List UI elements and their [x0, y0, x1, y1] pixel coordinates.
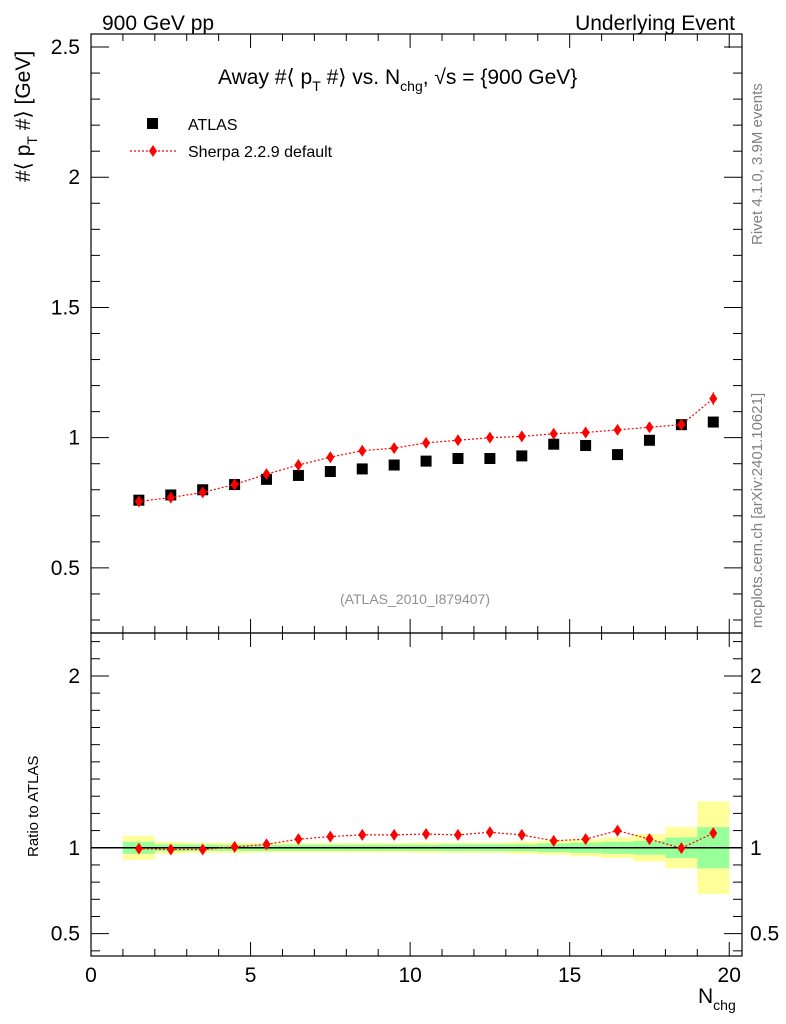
sherpa-ratio-point-2: [198, 843, 207, 856]
sherpa-point-3: [230, 478, 239, 491]
x-tick-label-1: 5: [245, 964, 257, 987]
ratio-plot-marks: [134, 824, 718, 856]
sherpa-line: [138, 398, 714, 503]
y-tick-label-0: 0.5: [51, 557, 80, 580]
legend-atlas-marker: [147, 118, 158, 129]
y-tick-label-4: 2.5: [51, 36, 80, 59]
title-sub-t: T: [312, 78, 321, 94]
sherpa-point-9: [422, 436, 431, 449]
sherpa-ratio-point-14: [581, 833, 590, 846]
ratio-y-tick-label-left-1: 1: [68, 837, 80, 860]
atlas-point-11: [484, 453, 496, 465]
y-axis-label: #⟨ pT #⟩ [GeV]: [12, 51, 40, 182]
axes: 0 5 10 15 20 0.5 1 1.5 2 2.5 0.5 0.5 1 1 2 2: [51, 33, 779, 987]
atlas-point-8: [388, 459, 400, 471]
title-sub-chg: chg: [400, 78, 423, 94]
atlas-point-14: [580, 439, 592, 451]
sherpa-point-5: [294, 459, 303, 472]
x-tick-label-4: 20: [718, 964, 741, 987]
sherpa-ratio-point-0: [134, 842, 143, 855]
sherpa-ratio-point-3: [230, 840, 239, 853]
sherpa-ratio-point-7: [358, 828, 367, 841]
sherpa-point-0: [134, 495, 143, 508]
sherpa-ratio-point-9: [422, 828, 431, 841]
sherpa-ratio-point-8: [390, 828, 399, 841]
chart-title: Away #⟨ pT #⟩ vs. Nchg, √s = {900 GeV}: [218, 66, 577, 94]
atlas-point-7: [356, 463, 368, 475]
header-right: Underlying Event: [575, 12, 735, 35]
legend-atlas-label: ATLAS: [188, 117, 238, 134]
legend-sherpa-marker: [149, 145, 157, 157]
legend-sherpa-label: Sherpa 2.2.9 default: [188, 144, 333, 161]
sherpa-ratio-point-18: [709, 827, 718, 840]
y-tick-label-1: 1: [68, 427, 80, 450]
x-tick-label-3: 15: [558, 964, 581, 987]
x-tick-label-0: 0: [85, 964, 97, 987]
sherpa-point-13: [549, 427, 558, 440]
sherpa-ratio-point-10: [453, 828, 462, 841]
sherpa-point-2: [198, 486, 207, 499]
atlas-point-5: [292, 469, 304, 481]
title-end: , √s = {900 GeV}: [423, 66, 578, 89]
y-axis-label-sub: T: [24, 136, 40, 145]
header-left: 900 GeV pp: [102, 12, 214, 35]
sherpa-ratio-point-11: [485, 826, 494, 839]
atlas-point-6: [324, 466, 336, 478]
atlas-point-12: [516, 450, 528, 462]
atlas-point-9: [420, 455, 432, 467]
sherpa-point-14: [581, 426, 590, 439]
sherpa-point-15: [613, 423, 622, 436]
main-plot-marks: [133, 392, 719, 508]
ratio-frame: [90, 632, 743, 957]
atlas-point-16: [643, 434, 655, 446]
y-tick-label-3: 2: [68, 166, 80, 189]
sherpa-ratio-point-12: [517, 828, 526, 841]
x-axis-label: Nchg: [698, 985, 736, 1013]
x-axis-label-sub: chg: [713, 997, 736, 1013]
ratio-y-tick-label-right-1: 1: [750, 837, 762, 860]
y-tick-label-2: 1.5: [51, 296, 80, 319]
ratio-y-tick-label-right-0: 0.5: [750, 923, 779, 946]
title-mid: #⟩ vs. N: [321, 66, 400, 89]
atlas-point-10: [452, 453, 464, 465]
sherpa-ratio-point-6: [326, 830, 335, 843]
ratio-y-tick-label-left-2: 2: [68, 665, 80, 688]
ratio-y-tick-label-left-0: 0.5: [51, 923, 80, 946]
sherpa-point-6: [326, 451, 335, 464]
sherpa-ratio-point-15: [613, 824, 622, 837]
sherpa-point-16: [645, 421, 654, 434]
sherpa-ratio-point-5: [294, 833, 303, 846]
mcplots-label: mcplots.cern.ch [arXiv:2401.10621]: [749, 393, 766, 628]
sherpa-point-11: [485, 431, 494, 444]
sherpa-ratio-point-4: [262, 838, 271, 851]
atlas-point-18: [707, 416, 719, 428]
sherpa-point-18: [709, 392, 718, 405]
sherpa-point-10: [453, 434, 462, 447]
sherpa-ratio-point-13: [549, 834, 558, 847]
ratio-uncertainty-bands: [91, 801, 742, 895]
atlas-point-15: [612, 449, 624, 461]
analysis-id: (ATLAS_2010_I879407): [340, 591, 490, 607]
sherpa-ratio-point-1: [166, 843, 175, 856]
ratio-y-tick-label-right-2: 2: [750, 665, 762, 688]
ratio-y-axis-label: Ratio to ATLAS: [25, 756, 42, 857]
atlas-point-13: [548, 438, 560, 450]
sherpa-ratio-point-17: [677, 842, 686, 855]
y-axis-label-end: #⟩ [GeV]: [12, 51, 35, 136]
rivet-label: Rivet 4.1.0, 3.9M events: [749, 83, 766, 245]
sherpa-point-17: [677, 418, 686, 431]
sherpa-ratio-point-16: [645, 833, 654, 846]
sherpa-point-8: [390, 442, 399, 455]
x-tick-label-2: 10: [398, 964, 421, 987]
sherpa-point-12: [517, 430, 526, 443]
sherpa-point-7: [358, 444, 367, 457]
sherpa-point-4: [262, 468, 271, 481]
sherpa-point-1: [166, 491, 175, 504]
